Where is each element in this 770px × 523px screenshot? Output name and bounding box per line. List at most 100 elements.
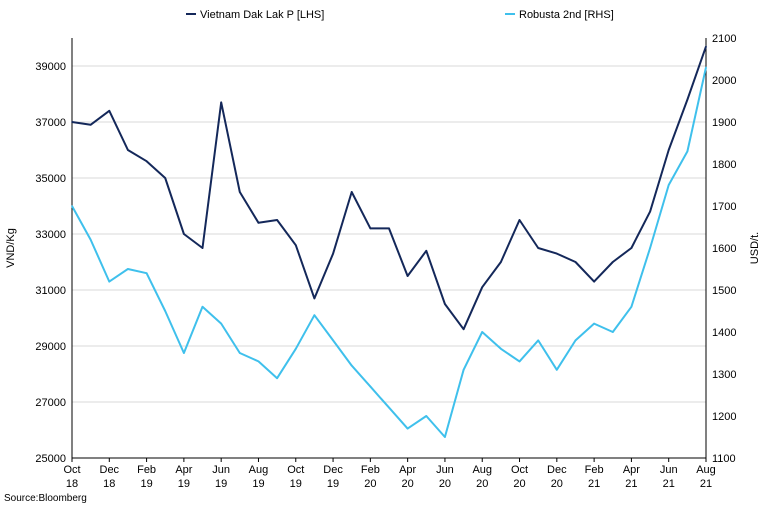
data-point (705, 45, 707, 48)
data-point (239, 352, 241, 354)
x-tick-label-year: 20 (513, 478, 525, 490)
y-left-tick-label: 35000 (35, 173, 66, 185)
data-point (145, 272, 148, 275)
data-point (574, 261, 577, 263)
data-point (332, 339, 334, 342)
source-note: Source:Bloomberg (4, 493, 87, 504)
data-point (593, 280, 595, 283)
data-point (611, 261, 614, 263)
legend-label: Vietnam Dak Lak P [LHS] (200, 9, 324, 21)
data-point (71, 205, 73, 207)
data-point (686, 150, 689, 153)
y-left-axis-title: VND/Kg (5, 228, 17, 268)
data-point (388, 406, 390, 409)
data-point (686, 98, 689, 101)
x-tick-label-month: Jun (660, 464, 678, 476)
data-point (313, 297, 316, 300)
data-point (276, 377, 278, 380)
x-tick-label-month: Oct (287, 464, 304, 476)
data-point (257, 360, 260, 363)
y-left-tick-label: 25000 (35, 453, 66, 465)
data-point (201, 247, 204, 249)
y-right-axis-title: USD/t. (749, 232, 761, 264)
data-point (667, 149, 670, 151)
y-left-tick-label: 27000 (35, 397, 66, 409)
x-tick-label-year: 19 (290, 478, 302, 490)
data-point (239, 191, 241, 193)
y-right-tick-label: 1600 (712, 243, 736, 255)
data-point (108, 110, 111, 112)
x-tick-label-year: 20 (476, 478, 488, 490)
data-point (649, 247, 651, 249)
x-tick-label-year: 18 (103, 478, 115, 490)
data-point (145, 160, 148, 162)
x-tick-label-month: Apr (623, 464, 640, 476)
data-point (369, 385, 372, 388)
data-point (630, 306, 633, 308)
data-point (630, 247, 633, 249)
data-point (89, 238, 92, 241)
data-point (481, 286, 484, 289)
data-point (332, 252, 334, 255)
data-point (257, 222, 260, 224)
y-right-tick-label: 2100 (712, 33, 736, 45)
y-left-tick-label: 31000 (35, 285, 66, 297)
data-point (313, 314, 316, 317)
x-tick-label-month: Dec (323, 464, 343, 476)
x-tick-label-year: 19 (215, 478, 227, 490)
y-left-tick-label: 37000 (35, 117, 66, 129)
data-point (537, 247, 539, 249)
x-tick-label-month: Jun (436, 464, 454, 476)
data-point (518, 360, 521, 363)
data-point (183, 233, 185, 235)
legend: Vietnam Dak Lak P [LHS] Robusta 2nd [RHS] (186, 9, 614, 21)
data-point (294, 348, 297, 350)
y-left-tick-label: 29000 (35, 341, 66, 353)
x-tick-label-month: Dec (100, 464, 120, 476)
gridlines (72, 65, 706, 459)
data-point (593, 322, 595, 325)
data-point (574, 339, 577, 342)
data-point (71, 121, 73, 123)
x-tick-label-year: 21 (700, 478, 712, 490)
axis-labels: 25000 27000 29000 31000 33000 35000 37000 39000… (5, 33, 761, 490)
x-tick-label-month: Apr (175, 464, 192, 476)
data-point (220, 322, 222, 325)
x-tick-label-year: 21 (625, 478, 637, 490)
y-right-tick-label: 1800 (712, 159, 736, 171)
x-tick-label-year: 19 (178, 478, 190, 490)
data-point (425, 250, 428, 252)
x-tick-label-year: 20 (551, 478, 563, 490)
y-left-tick-label: 33000 (35, 229, 66, 241)
data-point (276, 219, 278, 221)
series-lines (71, 45, 707, 438)
data-point (444, 303, 446, 305)
data-point (388, 227, 390, 230)
x-tick-label-year: 19 (140, 478, 152, 490)
data-point (462, 369, 465, 371)
y-left-tick-label: 39000 (35, 61, 66, 73)
y-right-tick-label: 2000 (712, 75, 736, 87)
data-point (537, 339, 539, 342)
data-point (481, 331, 484, 333)
y-right-tick-label: 1500 (712, 285, 736, 297)
data-point (425, 415, 428, 417)
y-right-tick-label: 1900 (712, 117, 736, 129)
x-tick-label-year: 21 (588, 478, 600, 490)
x-tick-label-month: Oct (511, 464, 528, 476)
x-tick-label-year: 20 (439, 478, 451, 490)
x-tick-label-year: 19 (327, 478, 339, 490)
x-tick-label-month: Jun (212, 464, 230, 476)
data-point (89, 124, 92, 126)
x-tick-label-month: Aug (249, 464, 269, 476)
series-line-lhs (71, 46, 707, 331)
data-point (108, 280, 111, 283)
data-point (556, 252, 558, 255)
data-point (406, 275, 409, 277)
y-right-tick-label: 1700 (712, 201, 736, 213)
x-tick-label-month: Feb (361, 464, 380, 476)
x-tick-label-month: Feb (137, 464, 156, 476)
x-tick-label-month: Dec (547, 464, 567, 476)
